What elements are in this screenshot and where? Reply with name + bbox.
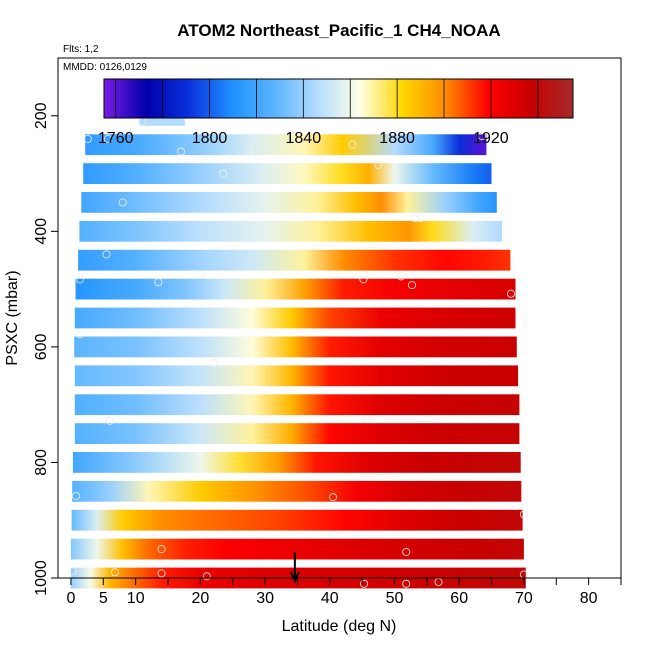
sample-point xyxy=(359,275,368,284)
chart-title: ATOM2 Northeast_Pacific_1 CH4_NOAA xyxy=(177,21,500,40)
heatmap-row-500 xyxy=(75,278,516,300)
arrow-head xyxy=(289,571,300,584)
heatmap-row-950 xyxy=(70,538,524,560)
heatmap-row-650 xyxy=(74,365,519,387)
sample-point xyxy=(86,155,95,164)
heatmap-row-250 xyxy=(85,134,487,156)
x-axis: 0 5 10 20 30 40 50 60 70 80 xyxy=(58,577,622,607)
sample-point xyxy=(506,289,516,298)
sample-point xyxy=(105,416,114,425)
sample-point xyxy=(196,270,205,279)
sample-point xyxy=(118,198,127,207)
y-tick-label: 200 xyxy=(33,102,50,129)
sample-point xyxy=(103,134,112,143)
heatmap-row-350 xyxy=(81,192,497,213)
sample-point xyxy=(68,567,77,576)
sample-point xyxy=(374,160,383,169)
sample-point xyxy=(316,155,325,164)
sample-point xyxy=(202,572,211,581)
y-axis-label: PSXC (mbar) xyxy=(4,270,21,365)
x-tick-label: 20 xyxy=(192,590,210,607)
sample-point xyxy=(75,275,85,284)
sample-point xyxy=(416,213,425,223)
sample-point xyxy=(328,530,338,539)
heatmap-layer xyxy=(70,105,526,589)
heatmap-row-400 xyxy=(79,220,503,242)
sample-point xyxy=(519,510,528,519)
x-tick-label: 70 xyxy=(515,590,533,607)
y-tick-label: 1000 xyxy=(33,560,50,596)
sample-point xyxy=(407,281,417,290)
sample-point xyxy=(157,545,166,554)
sample-point xyxy=(363,415,372,424)
x-tick-label: 80 xyxy=(580,590,598,607)
colorbar-tick-label: 1840 xyxy=(286,130,322,147)
sample-point xyxy=(396,272,406,281)
y-tick-label: 400 xyxy=(33,218,50,245)
x-tick-label: 10 xyxy=(127,590,145,607)
sample-point xyxy=(360,579,369,588)
sample-point xyxy=(83,134,92,143)
sample-point xyxy=(157,569,166,578)
colorbar-tick-label: 1760 xyxy=(98,130,134,147)
heatmap-row-750 xyxy=(74,423,520,444)
sample-point xyxy=(402,547,411,557)
heatmap-row-300 xyxy=(83,163,492,184)
x-tick-label: 40 xyxy=(321,590,339,607)
x-axis-label: Latitude (deg N) xyxy=(282,618,397,635)
heatmap-row-550 xyxy=(74,307,516,329)
heatmap-row-600 xyxy=(74,336,517,358)
sample-point xyxy=(477,131,486,141)
colorbar-gradient xyxy=(103,78,574,119)
heatmap-row-800 xyxy=(72,452,521,473)
colorbar-tick-label: 1800 xyxy=(192,130,228,147)
x-tick-label: 30 xyxy=(256,590,274,607)
sample-point xyxy=(75,330,85,339)
heatmap-row-850 xyxy=(72,480,522,502)
date-note: MMDD: 0126,0129 xyxy=(63,62,147,73)
heatmap-row-450 xyxy=(78,249,511,271)
sample-point xyxy=(72,491,81,501)
x-tick-label: 50 xyxy=(386,590,404,607)
sample-point xyxy=(244,147,253,156)
sample-point xyxy=(348,140,357,149)
sample-point xyxy=(176,147,186,156)
sample-point xyxy=(209,359,218,368)
colorbar-tick-label: 1880 xyxy=(379,130,415,147)
sample-point xyxy=(411,213,420,223)
sample-point xyxy=(228,341,237,350)
sample-point xyxy=(110,568,119,577)
sample-point xyxy=(102,250,111,259)
x-tick-label: 0 xyxy=(66,590,75,607)
arrow-layer xyxy=(289,552,300,584)
sample-point xyxy=(154,278,163,287)
y-tick-label: 800 xyxy=(33,449,50,476)
heatmap-row-900 xyxy=(71,509,523,531)
x-tick-label: 5 xyxy=(99,590,108,607)
sample-point xyxy=(328,493,338,502)
y-tick-label: 600 xyxy=(33,333,50,360)
flights-note: Flts: 1,2 xyxy=(63,44,99,55)
sample-point xyxy=(402,579,411,588)
heatmap-row-700 xyxy=(74,394,520,416)
colorbar-tick-label: 1920 xyxy=(473,130,509,147)
x-tick-label: 60 xyxy=(450,590,468,607)
colorbar: 1760 1800 1840 1880 1920 xyxy=(98,78,574,147)
y-axis: 200 400 600 800 1000 xyxy=(33,102,58,596)
sample-point xyxy=(218,169,228,178)
